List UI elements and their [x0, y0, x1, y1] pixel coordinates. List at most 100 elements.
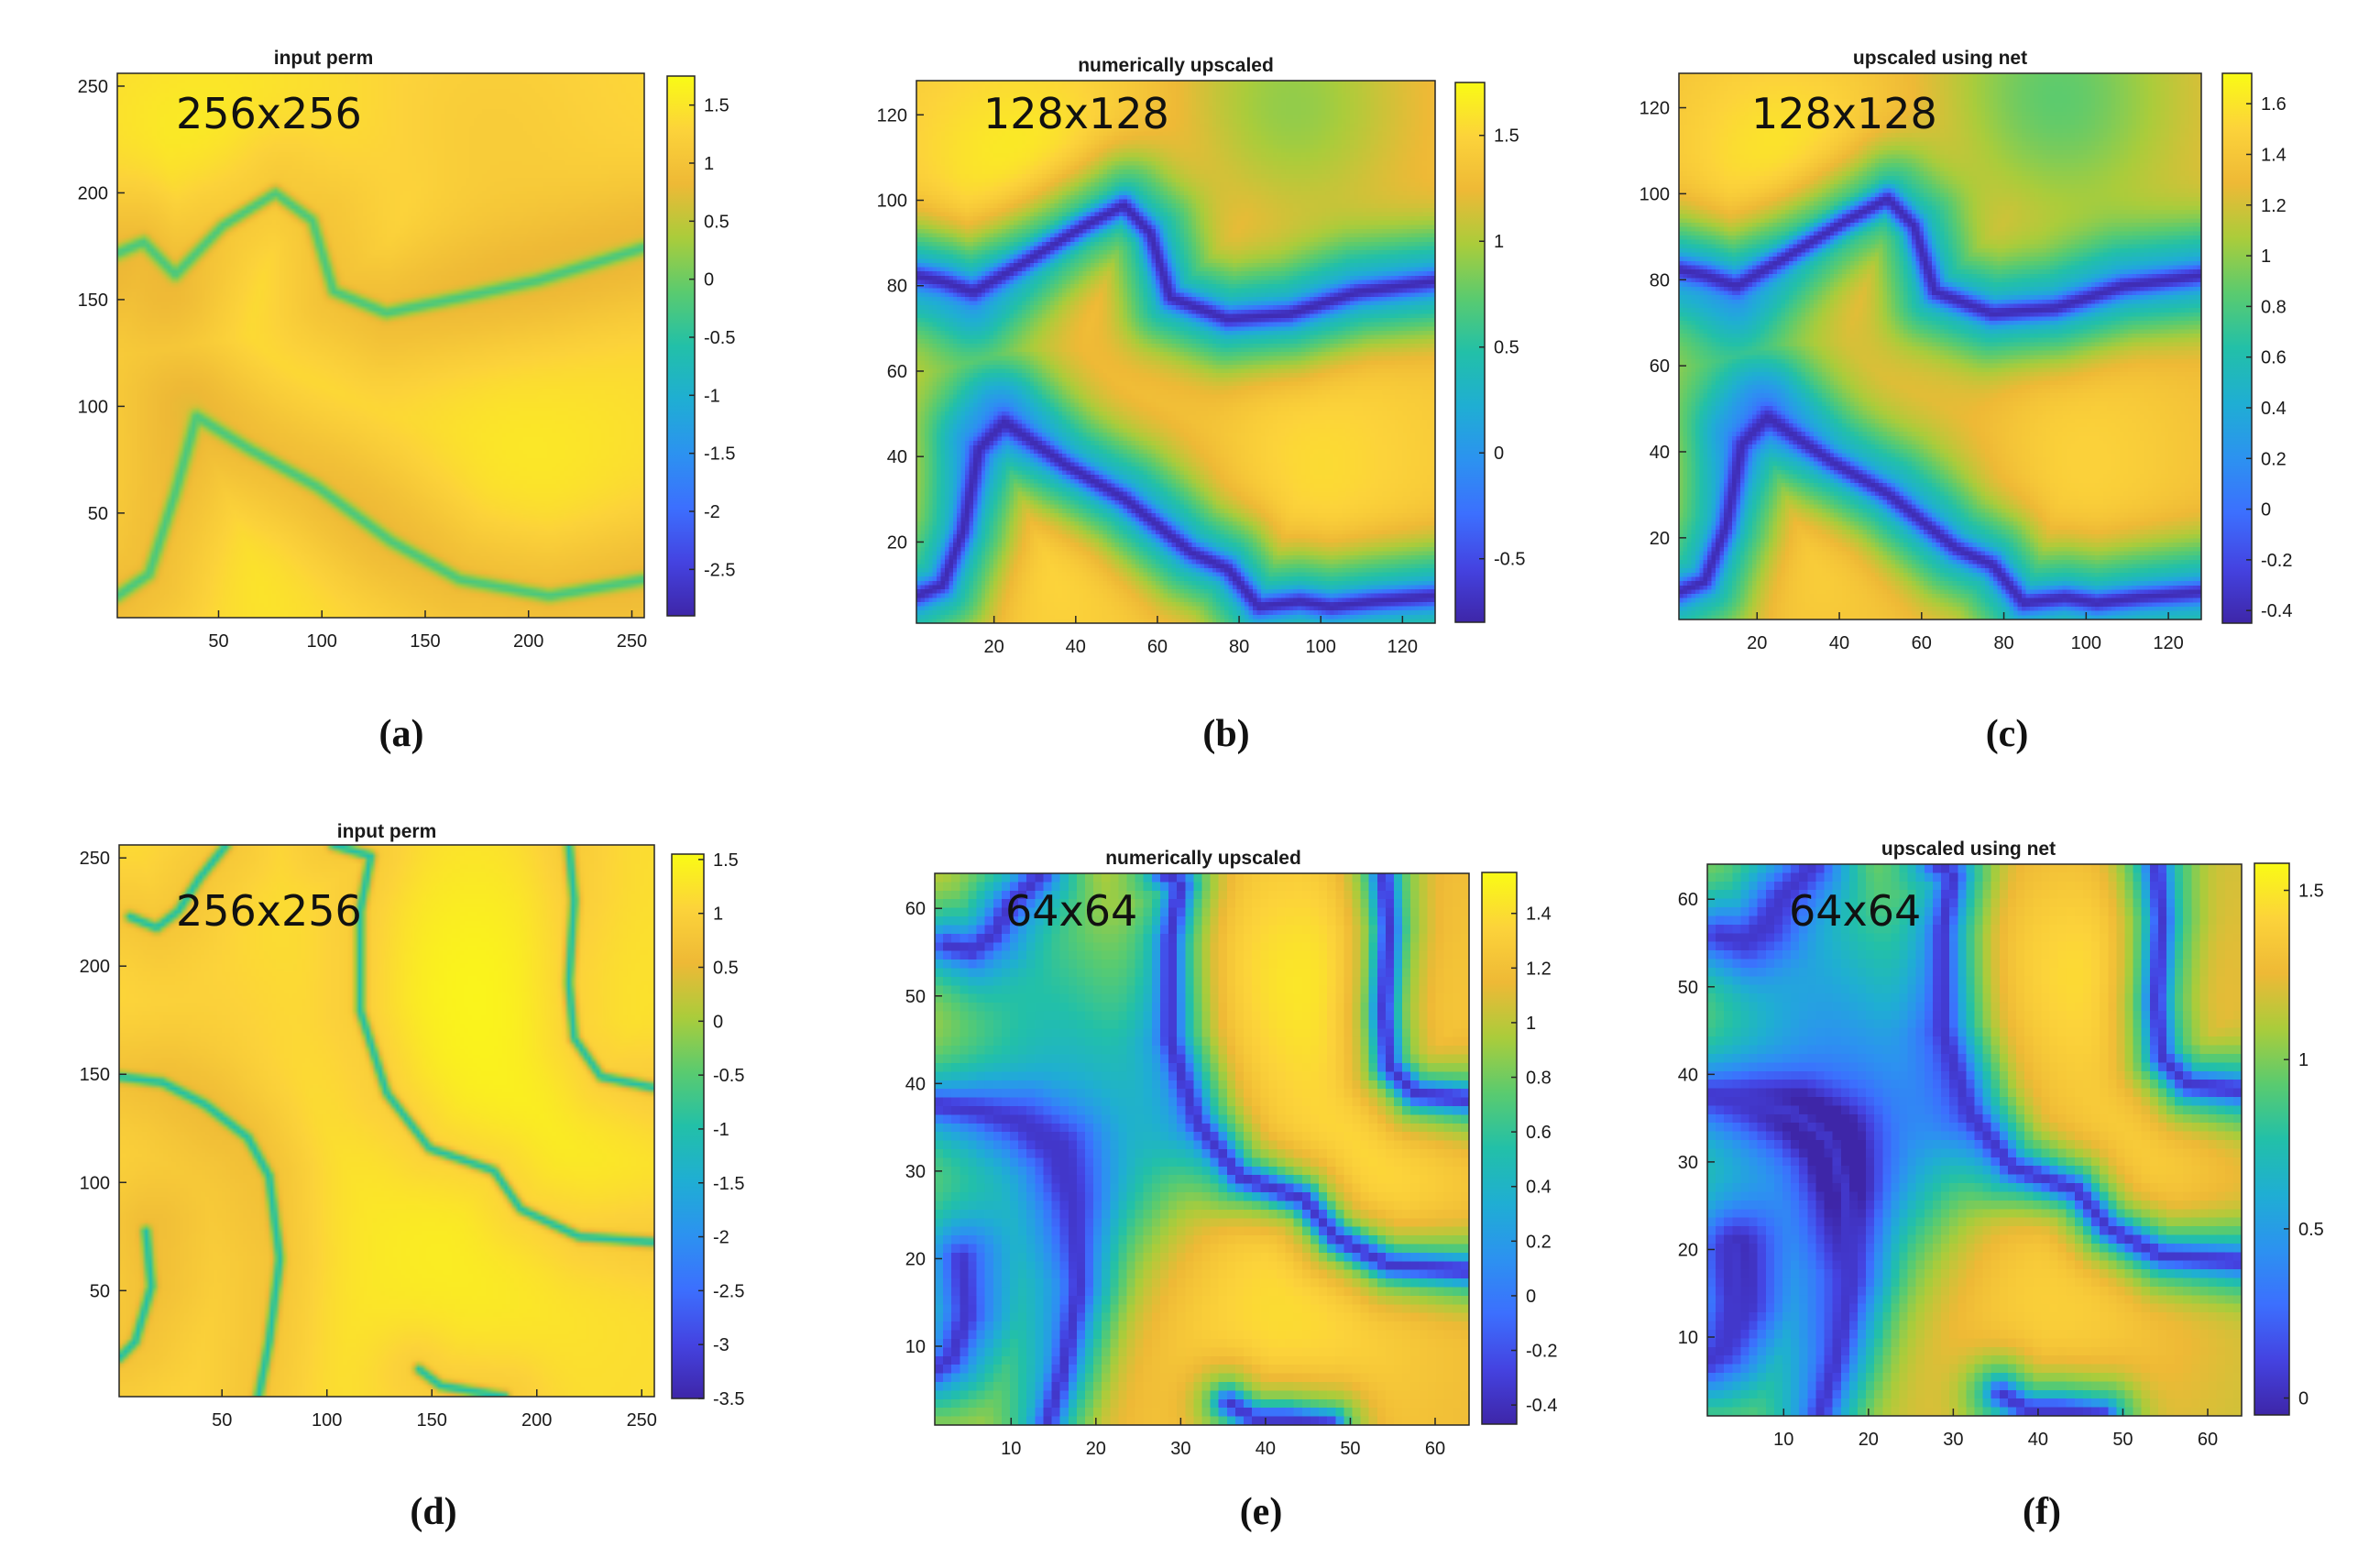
colorbar-tick-label: -1: [704, 386, 720, 406]
x-tick-label: 40: [2028, 1430, 2048, 1450]
colorbar-tick-label: -1.5: [713, 1174, 744, 1194]
y-tick-label: 250: [78, 77, 108, 97]
resolution-label: 128x128: [1751, 89, 1937, 138]
x-tick-label: 150: [410, 631, 440, 652]
colorbar-tick-label: 1.5: [713, 850, 739, 871]
colorbar: [1455, 82, 1485, 622]
colorbar-tick-label: -2: [713, 1228, 729, 1248]
colorbar-tick-label: -2.5: [713, 1281, 744, 1301]
colorbar-frame: [666, 75, 696, 617]
panel-caption: (e): [1240, 1491, 1283, 1533]
x-tick-label: 100: [307, 631, 337, 652]
x-tick-label: 60: [1912, 633, 1932, 653]
plot-frame: [118, 844, 655, 1398]
y-tick-label: 100: [78, 397, 108, 417]
colorbar-frame: [2254, 862, 2290, 1416]
y-tick-label: 250: [80, 849, 110, 869]
colorbar-tick-label: -1.5: [704, 444, 735, 465]
colorbar-tick-label: -0.2: [1526, 1342, 1557, 1362]
colorbar-tick-label: 0.6: [1526, 1123, 1552, 1143]
y-tick-label: 50: [905, 987, 926, 1007]
x-tick-label: 30: [1170, 1439, 1190, 1459]
x-tick-label: 20: [984, 637, 1004, 657]
panel-title: numerically upscaled: [1105, 848, 1301, 869]
colorbar-tick-label: 1.2: [1526, 959, 1552, 979]
y-tick-label: 40: [887, 447, 907, 467]
colorbar-tick-label: -0.2: [2261, 551, 2292, 571]
colorbar-tick-label: 1: [2298, 1050, 2309, 1070]
colorbar-tick-label: 1.5: [1494, 126, 1519, 147]
heatmap-image: [935, 873, 1469, 1425]
colorbar-tick-label: 1.4: [1526, 905, 1552, 925]
y-tick-label: 20: [1650, 529, 1670, 549]
y-tick-label: 50: [88, 504, 108, 524]
x-tick-label: 10: [1001, 1439, 1021, 1459]
plot-frame: [1678, 72, 2202, 620]
x-tick-label: 60: [2198, 1430, 2218, 1450]
panel-b: 20 40 60 80 100 120 20 40 60 80 100 120 numerically …: [877, 55, 1526, 755]
y-tick-label: 100: [1640, 184, 1670, 204]
y-tick-label: 80: [887, 277, 907, 297]
x-tick-label: 30: [1943, 1430, 1963, 1450]
panel-title: upscaled using net: [1881, 839, 2056, 860]
colorbar-tick-label: -2: [704, 502, 720, 522]
colorbar-tick-label: 1: [1494, 232, 1504, 252]
x-tick-label: 50: [212, 1410, 232, 1431]
x-tick-label: 80: [1993, 633, 2013, 653]
x-tick-label: 50: [1340, 1439, 1360, 1459]
colorbar-tick-label: 1: [704, 154, 714, 174]
colorbar-tick-label: 0.5: [704, 212, 729, 232]
colorbar-tick-label: -1: [713, 1120, 729, 1140]
colorbar-tick-label: 0: [2298, 1389, 2309, 1409]
x-tick-label: 20: [1859, 1430, 1879, 1450]
y-tick-label: 40: [905, 1074, 926, 1094]
resolution-label: 64x64: [1005, 886, 1137, 936]
y-tick-label: 100: [80, 1173, 110, 1193]
colorbar-tick-label: 0.2: [2261, 449, 2287, 469]
resolution-label: 256x256: [176, 886, 362, 936]
y-tick-label: 150: [78, 291, 108, 311]
x-tick-label: 50: [208, 631, 228, 652]
colorbar-tick-label: 0: [1494, 444, 1504, 464]
colorbar: [667, 76, 695, 616]
y-tick-label: 100: [877, 192, 907, 212]
x-tick-label: 40: [1829, 633, 1849, 653]
x-tick-label: 200: [521, 1410, 552, 1431]
y-tick-label: 10: [905, 1337, 926, 1357]
colorbar-tick-label: 1: [1526, 1014, 1536, 1034]
x-tick-label: 120: [1387, 637, 1418, 657]
x-tick-label: 100: [2071, 633, 2101, 653]
y-tick-label: 200: [80, 957, 110, 977]
colorbar: [1482, 872, 1517, 1424]
plot-frame: [116, 72, 645, 619]
plot-frame: [934, 872, 1470, 1426]
colorbar-tick-label: 0: [704, 270, 714, 291]
colorbar-tick-label: 0.4: [1526, 1178, 1552, 1198]
heatmap-image: [916, 81, 1435, 623]
colorbar-tick-label: -0.5: [704, 328, 735, 348]
y-tick-label: 40: [1650, 443, 1670, 463]
x-tick-label: 100: [1306, 637, 1336, 657]
x-tick-label: 20: [1747, 633, 1767, 653]
colorbar-tick-label: -0.5: [1494, 550, 1525, 570]
y-tick-label: 30: [905, 1162, 926, 1182]
heatmap-image: [1679, 73, 2201, 620]
x-tick-label: 80: [1229, 637, 1249, 657]
y-tick-label: 60: [1650, 356, 1670, 377]
colorbar-tick-label: 0.2: [1526, 1232, 1552, 1252]
y-tick-label: 60: [887, 362, 907, 382]
colorbar-tick-label: -0.4: [2261, 601, 2292, 621]
colorbar-tick-label: 0.6: [2261, 348, 2287, 368]
x-tick-label: 60: [1425, 1439, 1445, 1459]
heatmap-image: [119, 845, 654, 1397]
colorbar-tick-label: 1.2: [2261, 196, 2287, 216]
colorbar-frame: [671, 853, 705, 1399]
heatmap-image: [117, 73, 644, 618]
colorbar-tick-label: 0: [713, 1012, 723, 1032]
colorbar-tick-label: 1: [713, 905, 723, 925]
colorbar-tick-label: -0.5: [713, 1066, 744, 1086]
colorbar-tick-label: -2.5: [704, 560, 735, 580]
resolution-label: 128x128: [983, 89, 1169, 138]
